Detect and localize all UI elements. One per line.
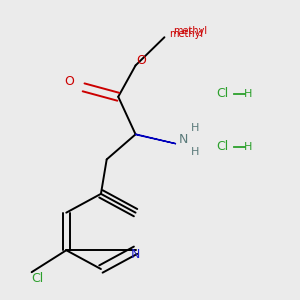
Polygon shape (136, 134, 176, 144)
Text: O: O (136, 54, 146, 67)
Text: methyl: methyl (173, 26, 207, 36)
Text: Cl: Cl (216, 87, 228, 100)
Text: H: H (190, 123, 199, 133)
Text: methyl: methyl (169, 29, 203, 39)
Text: O: O (64, 75, 74, 88)
Text: H: H (244, 142, 252, 152)
Text: N: N (178, 133, 188, 146)
Text: H: H (244, 88, 252, 99)
Text: Cl: Cl (31, 272, 44, 285)
Text: Cl: Cl (216, 140, 228, 153)
Text: N: N (131, 248, 140, 261)
Text: H: H (190, 148, 199, 158)
